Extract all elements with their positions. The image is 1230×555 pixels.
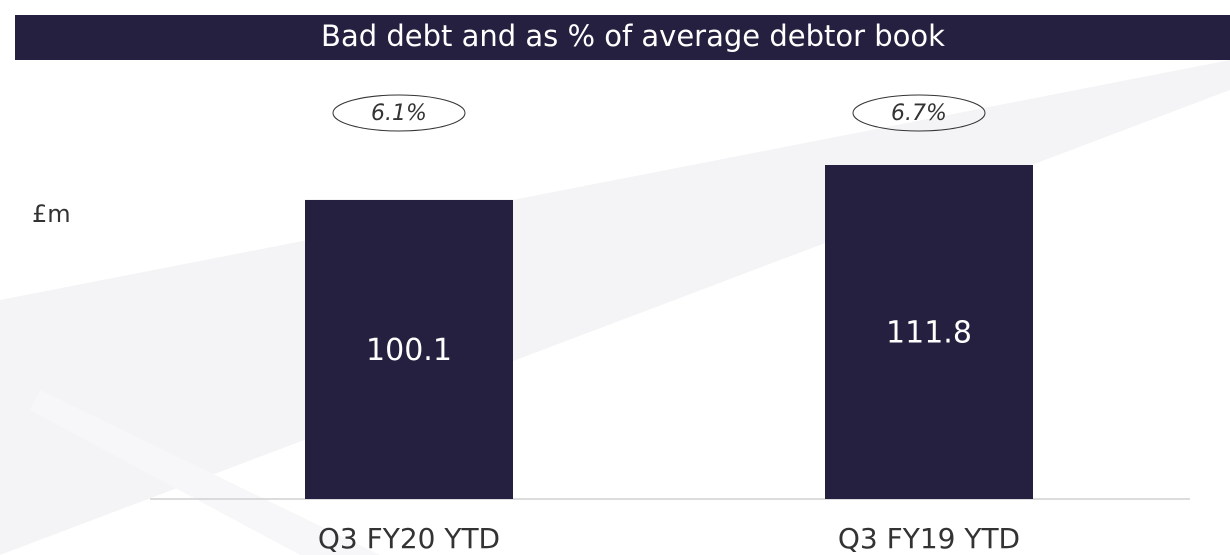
title-band xyxy=(15,15,1230,60)
bar xyxy=(825,164,1033,499)
chart-title: Bad debt and as % of average debtor book xyxy=(321,19,945,53)
annotation-ellipse xyxy=(852,94,986,132)
x-tick-label: Q3 FY20 YTD xyxy=(318,522,500,555)
y-axis-label: £m xyxy=(32,200,71,228)
annotation-label: 6.1% xyxy=(371,101,427,126)
annotation-ellipse xyxy=(332,94,466,132)
background-shape xyxy=(30,390,380,555)
value-label: 100.1 xyxy=(366,333,452,368)
x-tick-label: Q3 FY19 YTD xyxy=(838,522,1020,555)
annotation-label: 6.7% xyxy=(891,101,947,126)
value-label: 111.8 xyxy=(886,315,972,350)
bar xyxy=(305,199,513,500)
